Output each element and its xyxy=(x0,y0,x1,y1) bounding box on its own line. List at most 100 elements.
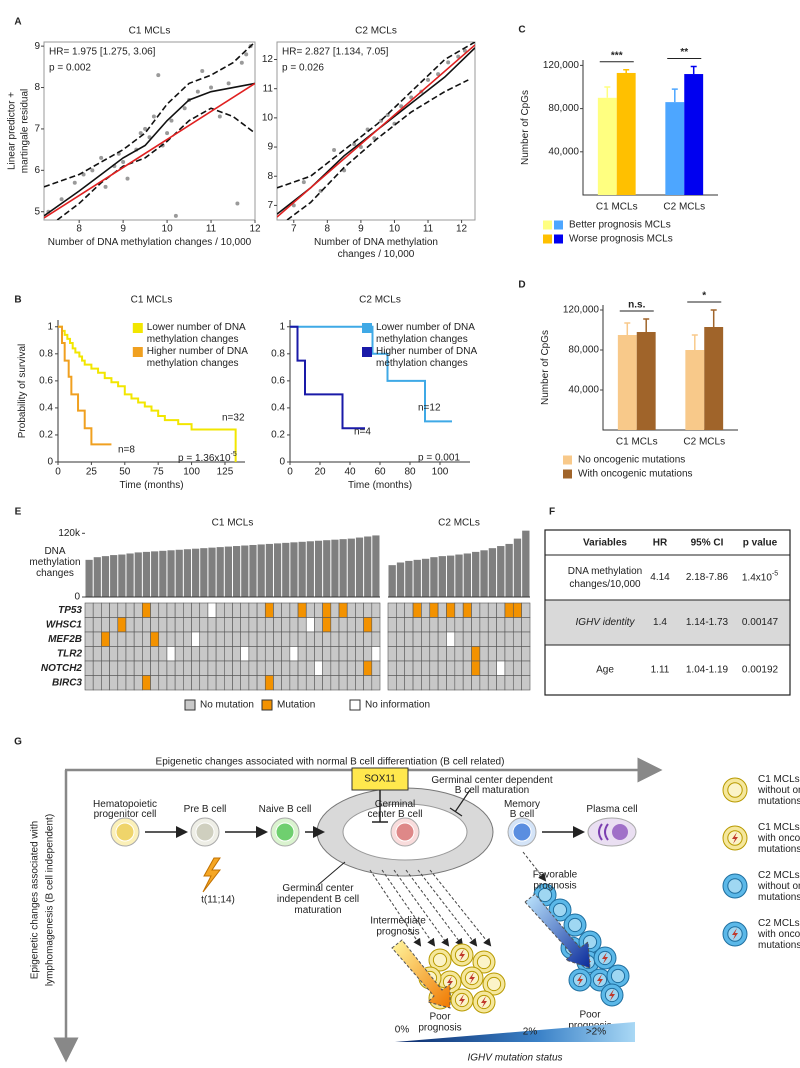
mutation-cell xyxy=(412,631,422,647)
bar xyxy=(134,552,142,597)
mutation-cell xyxy=(84,602,94,618)
bar xyxy=(216,547,224,597)
annotation: n=32 xyxy=(222,413,245,424)
dashed-arrow xyxy=(405,869,464,947)
x-tick-label: 10 xyxy=(389,224,401,235)
bar xyxy=(480,550,488,597)
y-tick-label: 7 xyxy=(34,124,40,135)
mutation-cell xyxy=(504,646,514,662)
table-row-shade xyxy=(545,600,790,645)
legend-label-line: C2 MCLs xyxy=(758,870,800,881)
bar xyxy=(93,557,101,597)
mutation-cell xyxy=(363,646,373,662)
cell-label: Naive B cell xyxy=(259,804,312,815)
mutation-cell xyxy=(363,617,373,633)
legend-swatch xyxy=(362,347,372,357)
mutation-cell xyxy=(191,631,201,647)
mutation-cell xyxy=(158,602,168,618)
mutation-cell xyxy=(117,631,127,647)
cell-label-line: Memory xyxy=(504,799,540,810)
mutation-cell xyxy=(215,631,225,647)
bar xyxy=(233,546,241,597)
mutation-cell xyxy=(396,602,406,618)
chart-title: C2 MCLs xyxy=(355,26,397,37)
annotation: n=12 xyxy=(418,403,441,414)
y-tick-label: 10 xyxy=(262,113,274,124)
x-tick-label: 9 xyxy=(358,224,364,235)
gc-independent-label-line: maturation xyxy=(294,905,341,916)
bar xyxy=(455,554,463,597)
mutation-cell xyxy=(322,675,332,691)
mutation-cell xyxy=(215,660,225,676)
annotation-sup: -5 xyxy=(231,451,237,458)
mutation-cell xyxy=(289,660,299,676)
mutation-cell xyxy=(479,602,489,618)
mutation-cell xyxy=(207,646,217,662)
mutation-cell xyxy=(256,675,266,691)
bar xyxy=(192,548,200,597)
mutation-cell xyxy=(412,646,422,662)
mutation-cell xyxy=(322,631,332,647)
legend-label: Higher number of DNA methylation changes xyxy=(376,346,477,369)
mutation-cell xyxy=(479,617,489,633)
annotation: p = 0.002 xyxy=(49,63,91,74)
mcl-nucleus xyxy=(552,902,568,918)
bar xyxy=(208,547,216,597)
mutation-cell xyxy=(371,617,381,633)
mutation-cell xyxy=(363,602,373,618)
bar xyxy=(331,539,339,597)
gene-label: MEF2B xyxy=(48,634,82,645)
bar xyxy=(413,559,421,597)
x-tick-label: C2 MCLs xyxy=(663,202,705,213)
mutation-cell xyxy=(454,617,464,633)
mutation-cell xyxy=(264,617,274,633)
mutation-cell xyxy=(289,646,299,662)
x-axis-label: Number of DNA methylation changes / 10,00… xyxy=(314,237,438,260)
ighv-tick: 0% xyxy=(395,1025,410,1036)
mutation-cell xyxy=(183,631,192,647)
mutation-cell xyxy=(446,617,456,633)
mutation-cell xyxy=(174,660,184,676)
mutation-cell xyxy=(421,602,431,618)
inhibition xyxy=(449,789,471,817)
mutation-cell xyxy=(504,631,514,647)
intermediate-label-line: prognosis xyxy=(376,926,419,937)
mutation-cell xyxy=(446,602,456,618)
error-bar xyxy=(690,65,697,75)
y-tick-label: 0.8 xyxy=(39,348,53,359)
bar xyxy=(388,565,396,597)
poor-label-line: Poor xyxy=(579,1009,601,1020)
mutation-cell xyxy=(471,617,481,633)
legend-label-line: with oncogenic xyxy=(757,833,800,844)
y-tick-label: 0.4 xyxy=(39,403,53,414)
mutation-cell xyxy=(133,631,143,647)
mutation-cell xyxy=(150,602,160,618)
mutation-cell xyxy=(297,602,307,618)
legend-swatch xyxy=(543,220,552,230)
mutation-cell xyxy=(248,660,258,676)
mutation-cell xyxy=(273,675,282,691)
mutation-cell xyxy=(355,660,364,676)
nucleus xyxy=(195,822,215,842)
mutation-cell xyxy=(207,631,217,647)
mutation-bolt xyxy=(732,832,738,844)
mutation-cell xyxy=(248,631,258,647)
mutation-cell xyxy=(256,602,266,618)
cell-label: Hematopoietic progenitor cell xyxy=(93,799,157,820)
mutation-cell xyxy=(224,660,233,676)
mutation-cell xyxy=(322,660,332,676)
mutation-cell xyxy=(338,646,348,662)
panel-label: C xyxy=(518,25,525,36)
y-tick-label: 120,000 xyxy=(563,305,600,316)
bar xyxy=(463,553,472,597)
mutation-cell xyxy=(166,646,176,662)
legend-swatch xyxy=(184,699,196,711)
bar xyxy=(405,560,413,597)
mutation-cell xyxy=(101,631,110,647)
ighv-gradient xyxy=(395,1022,635,1042)
table-header: 95% CI xyxy=(691,538,724,549)
legend-label-line: C1 MCLs xyxy=(758,822,800,833)
mutation-cell xyxy=(471,660,481,676)
point xyxy=(165,131,170,136)
